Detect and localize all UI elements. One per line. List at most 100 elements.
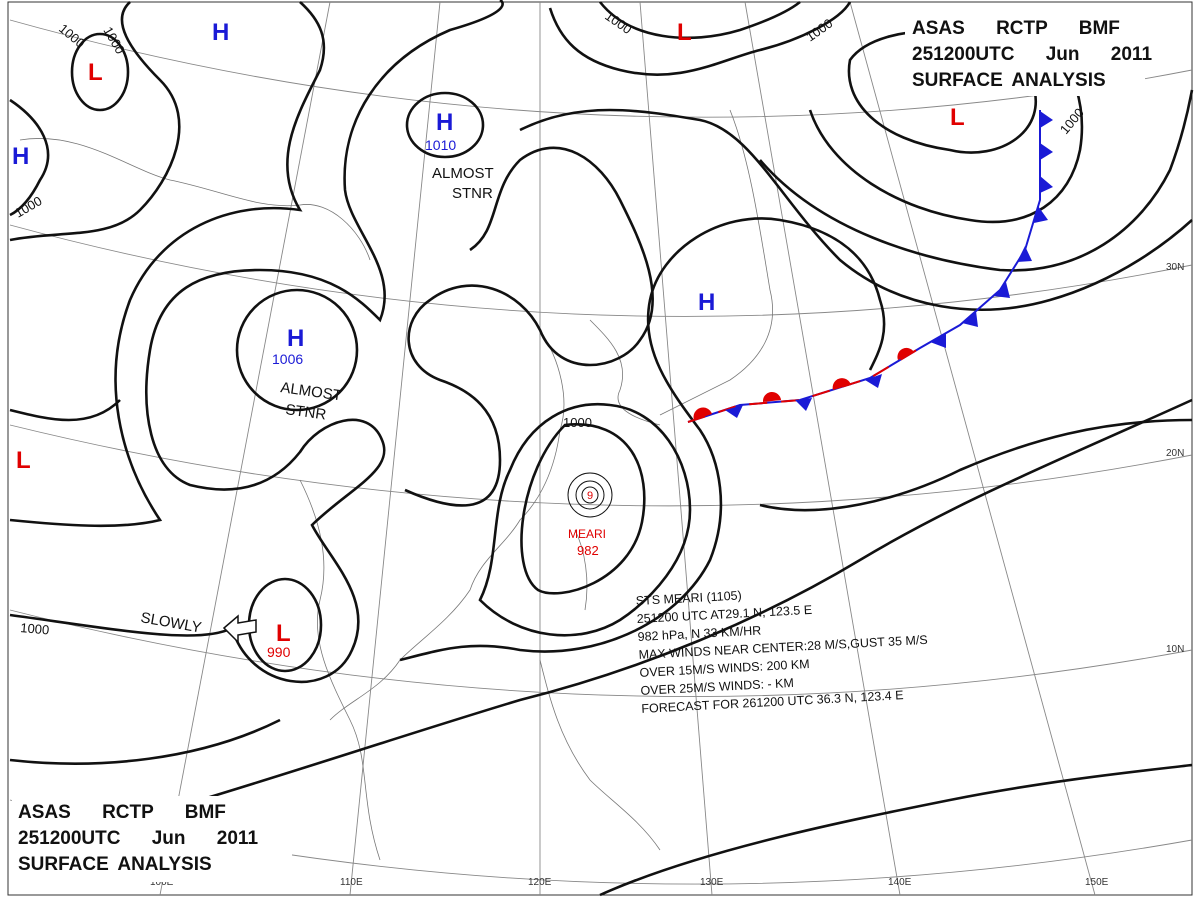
low-symbol: L <box>950 104 965 131</box>
cold-front-symbol <box>725 405 743 418</box>
longitude-label: 100E <box>150 877 174 888</box>
longitude-label: 140E <box>888 877 912 888</box>
warm-front-symbol <box>832 378 851 390</box>
isobar-label: 1000 <box>563 415 592 430</box>
title-line: ASAS RCTP BMF <box>18 802 226 823</box>
latitude-line <box>9 609 1193 697</box>
cold-front-symbol <box>1034 206 1048 223</box>
isobar <box>70 32 130 112</box>
title-line: SURFACE ANALYSIS <box>18 854 212 875</box>
isobar <box>235 288 359 412</box>
warm-front-symbol <box>693 407 712 420</box>
cold-front-symbol <box>1040 111 1053 128</box>
coastline <box>19 138 371 261</box>
front-line <box>687 347 921 423</box>
isobar <box>9 399 121 422</box>
storm-symbol: 9 <box>587 490 593 502</box>
isobar <box>9 0 504 684</box>
high-symbol: H <box>12 143 29 170</box>
motion-note: ALMOST <box>432 165 494 182</box>
cold-front-symbol <box>930 333 946 348</box>
bulletin-line: 982 hPa, N 33 KM/HR <box>637 623 761 643</box>
latitude-label: 20N <box>1166 448 1184 459</box>
longitude-line <box>639 1 713 896</box>
cold-front-symbol <box>1040 143 1053 160</box>
isobar <box>9 1 326 528</box>
title-line: 251200UTC Jun 2011 <box>18 828 258 849</box>
title-block: ASAS RCTP BMF 251200UTC Jun 2011 SURFACE… <box>905 12 1152 96</box>
coastline <box>574 529 588 611</box>
title-backdrop <box>905 12 1145 96</box>
high-symbol: H <box>698 289 715 316</box>
isobar-label: 1000 <box>20 620 50 637</box>
coastline <box>329 329 565 721</box>
isobar <box>548 1 852 76</box>
isobar <box>9 98 50 217</box>
isobar <box>9 718 281 765</box>
high-symbol: H <box>212 19 229 46</box>
longitude-label: 150E <box>1085 877 1109 888</box>
storm-name: MEARI <box>568 527 606 541</box>
coastline <box>539 659 661 851</box>
high-symbol: H <box>287 325 304 352</box>
title-line: SURFACE ANALYSIS <box>912 70 1106 91</box>
isobar <box>404 146 654 507</box>
motion-note: STNR <box>452 185 493 202</box>
latitude-label: 30N <box>1166 262 1184 273</box>
isobar <box>598 0 801 40</box>
longitude-label: 110E <box>340 877 363 888</box>
title-line: ASAS RCTP BMF <box>912 18 1120 39</box>
isobar <box>759 89 1194 272</box>
motion-arrow <box>222 614 257 644</box>
high-symbol: H <box>436 109 453 136</box>
pressure-value: 1010 <box>425 137 456 153</box>
cold-front-symbol <box>1040 176 1053 193</box>
storm-ring <box>581 486 599 504</box>
isobar <box>759 418 1193 512</box>
latitude-line <box>9 19 1193 118</box>
longitude-label: 120E <box>528 877 552 888</box>
cold-front-symbol <box>795 398 812 411</box>
longitude-line <box>849 1 1096 896</box>
pressure-value: 1006 <box>272 351 303 367</box>
graticule <box>9 1 1193 896</box>
isobar <box>519 108 1193 311</box>
isobar <box>9 1 181 242</box>
coastline <box>659 109 773 416</box>
title-backdrop <box>12 796 292 882</box>
longitude-label: 130E <box>700 877 724 888</box>
isobar <box>520 423 646 595</box>
pressure-value: 990 <box>267 644 291 660</box>
motion-note: STNR <box>284 401 327 424</box>
coastline <box>589 319 661 426</box>
fronts <box>687 110 1053 423</box>
latitude-line <box>9 224 1193 317</box>
cold-front-symbol <box>865 374 882 388</box>
latitude-label: 10N <box>1166 644 1184 655</box>
isobar <box>405 91 485 159</box>
low-symbol: L <box>677 19 692 46</box>
storm-pressure: 982 <box>577 543 599 558</box>
low-symbol: L <box>88 59 103 86</box>
longitude-line <box>744 1 901 896</box>
isobar <box>199 398 1193 802</box>
title-line: 251200UTC Jun 2011 <box>912 44 1152 65</box>
bulletin-line: STS MEARI (1105) <box>635 588 742 608</box>
longitude-line <box>159 1 331 896</box>
storm-ring <box>575 480 605 510</box>
isobar <box>478 402 692 637</box>
low-symbol: L <box>276 620 291 647</box>
storm-ring <box>567 472 613 518</box>
isobar <box>599 763 1193 897</box>
grid-labels: 100E 110E 120E 130E 140E 150E 30N 20N 10… <box>150 262 1184 888</box>
cold-front-symbol <box>962 311 978 327</box>
isobar <box>399 217 886 662</box>
warm-front-symbol <box>762 391 781 402</box>
warm-front-symbol <box>897 347 914 360</box>
low-symbol: L <box>16 447 31 474</box>
cold-front-symbol <box>994 282 1010 298</box>
cold-front-symbol <box>1017 246 1032 262</box>
title-block: ASAS RCTP BMF 251200UTC Jun 2011 SURFACE… <box>12 796 292 882</box>
isobars <box>9 0 1194 897</box>
